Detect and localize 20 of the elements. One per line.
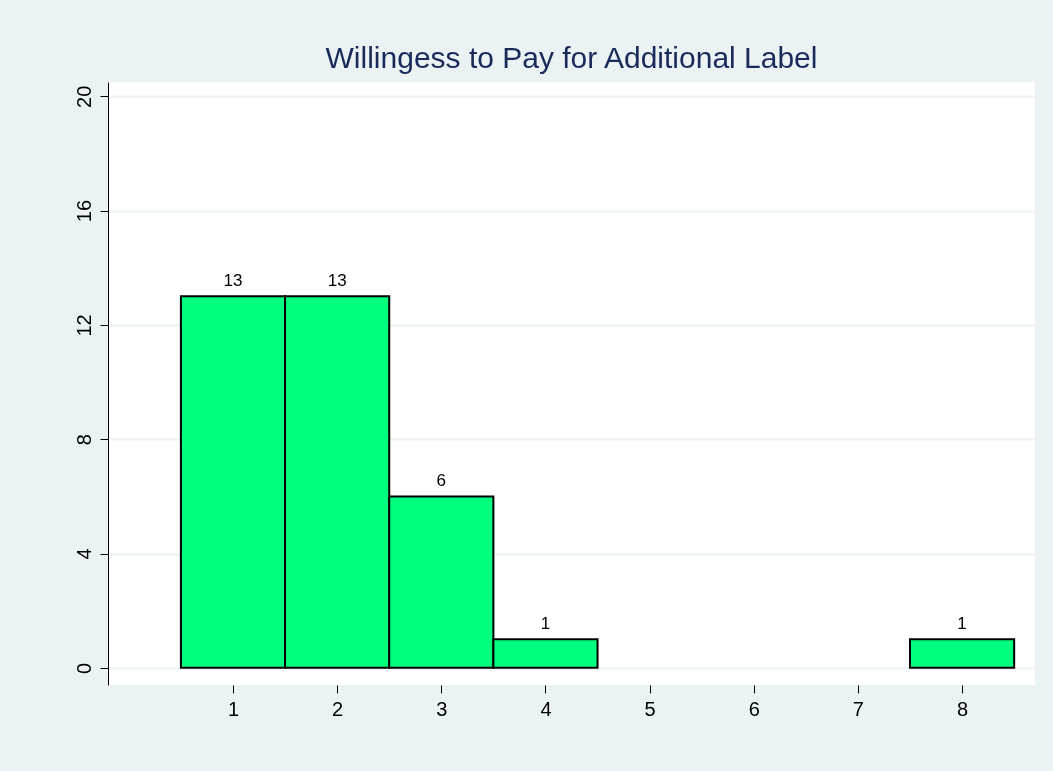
data-label: 1 bbox=[540, 614, 551, 634]
y-tick-label: 0 bbox=[72, 662, 95, 674]
y-tick-label: 12 bbox=[72, 314, 95, 337]
x-tick-label: 1 bbox=[227, 697, 240, 720]
x-tick-label: 2 bbox=[332, 697, 344, 720]
x-tick-label: 4 bbox=[540, 697, 552, 720]
x-tick-label: 3 bbox=[436, 697, 448, 720]
data-label: 13 bbox=[327, 271, 347, 291]
data-label: 13 bbox=[223, 271, 243, 291]
x-tick-label: 8 bbox=[957, 697, 969, 720]
y-tick-label: 20 bbox=[72, 85, 95, 108]
data-label: 6 bbox=[436, 471, 447, 491]
x-tick-label: 6 bbox=[748, 697, 760, 720]
x-tick-label: 5 bbox=[644, 697, 656, 720]
y-tick-label: 8 bbox=[72, 434, 95, 446]
x-tick-label: 7 bbox=[852, 697, 864, 720]
y-tick-label: 16 bbox=[72, 199, 95, 223]
data-label: 1 bbox=[957, 614, 967, 634]
chart-title: Willingess to Pay for Additional Label bbox=[325, 41, 818, 74]
y-tick-label: 4 bbox=[72, 548, 95, 560]
